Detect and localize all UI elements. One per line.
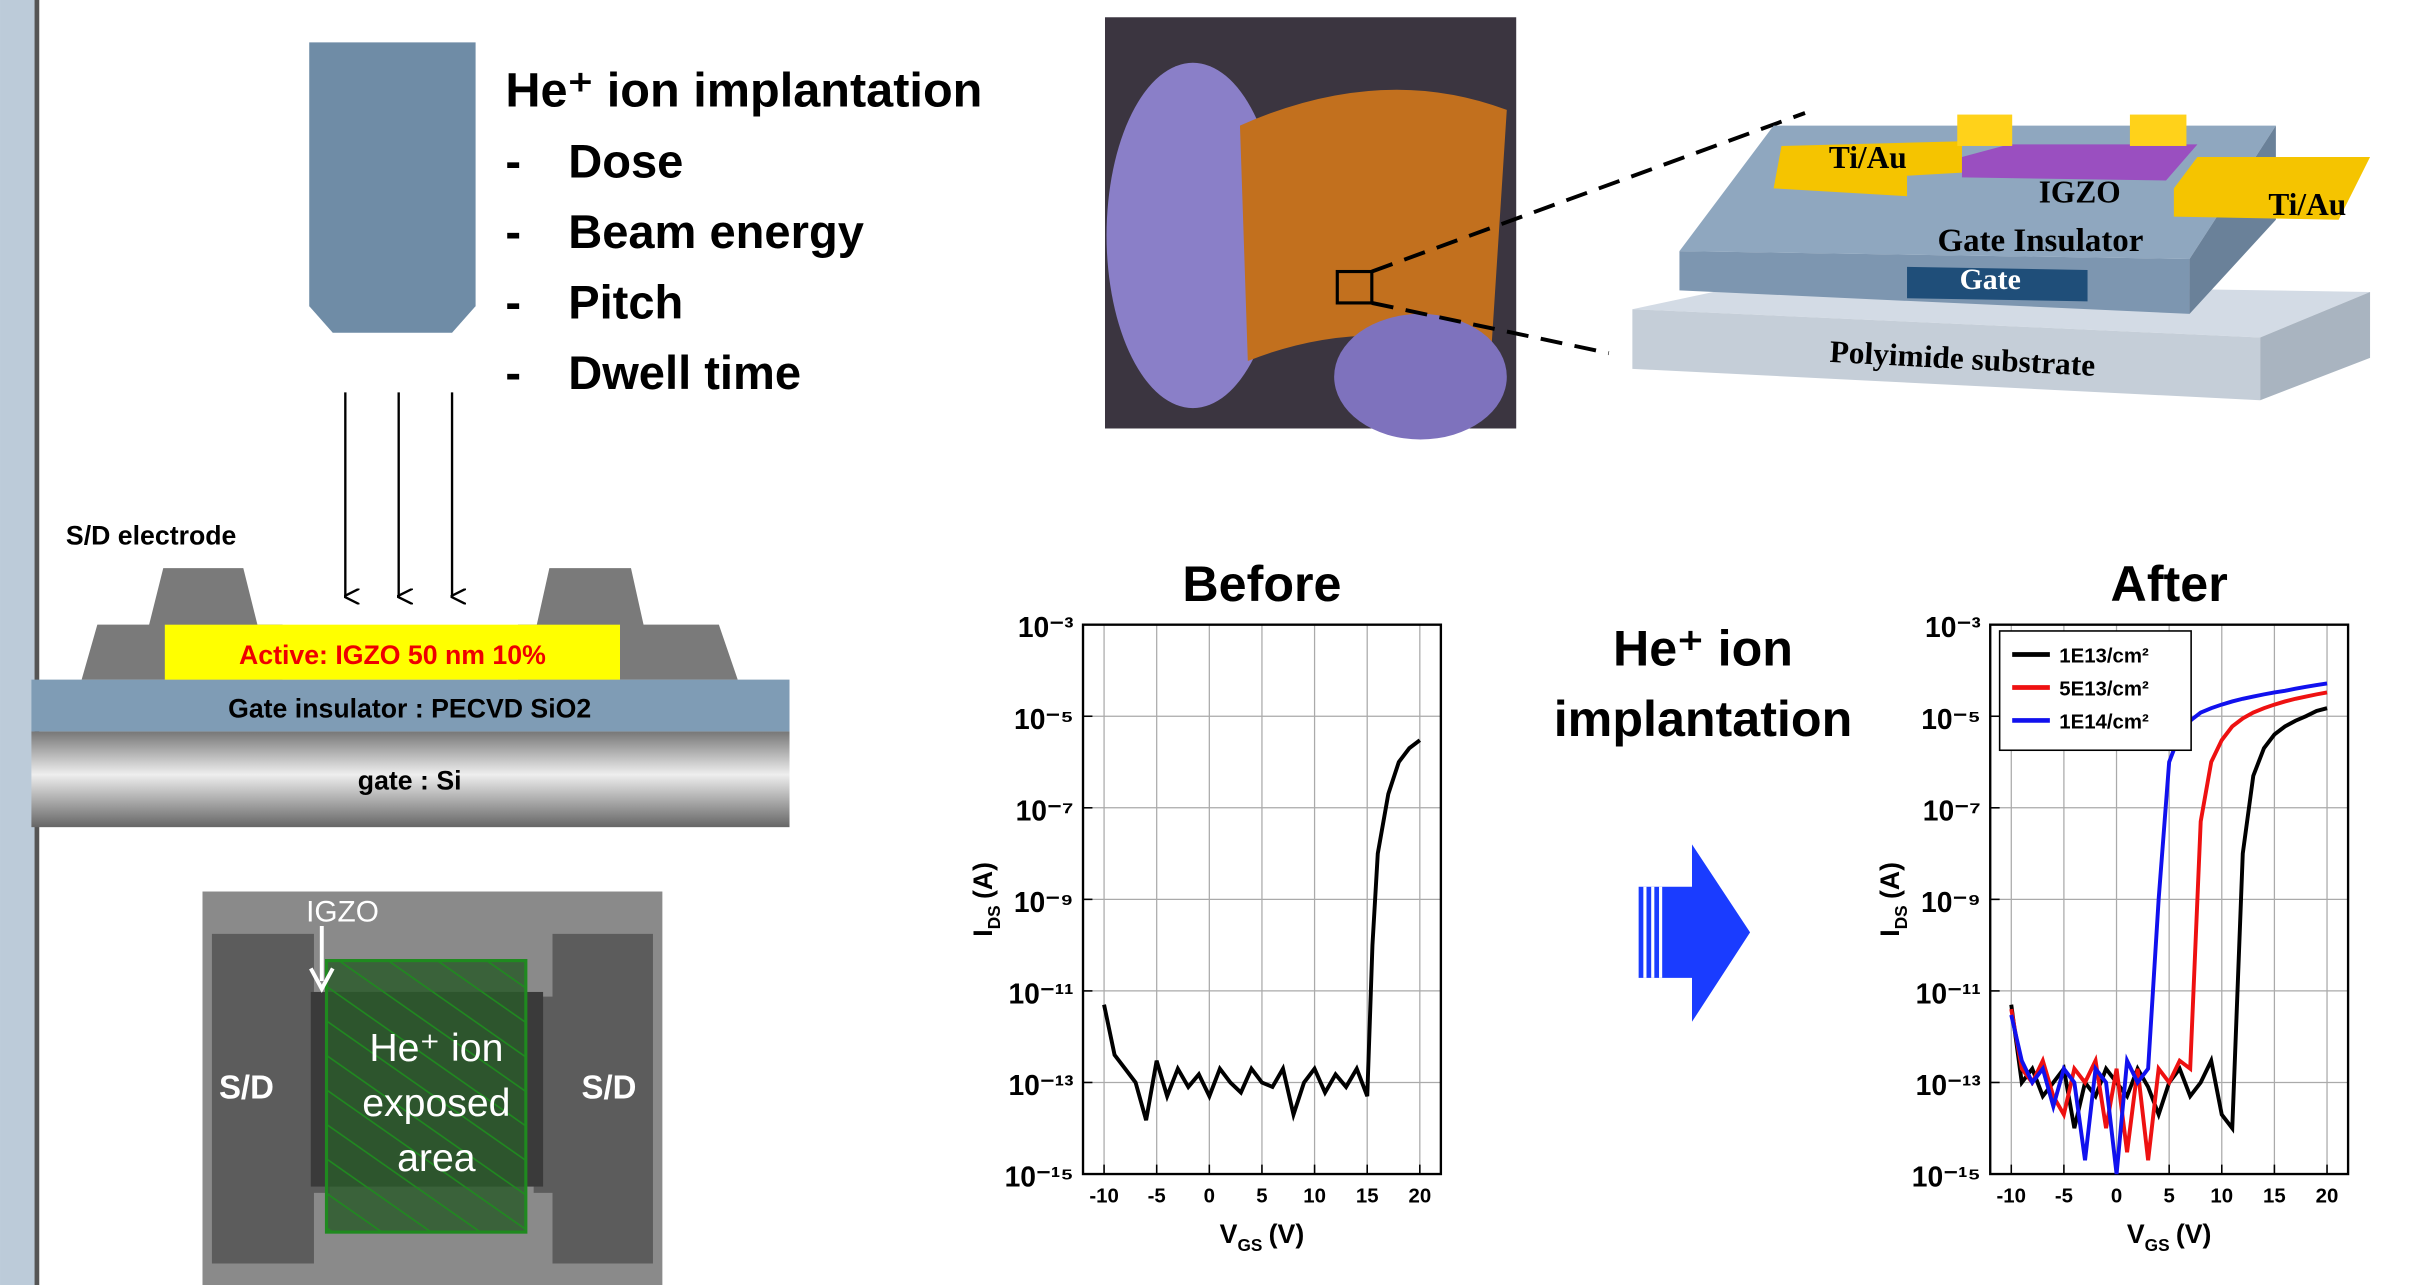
y-tick-label: 10⁻¹³: [1008, 1069, 1073, 1101]
chart-title: Before: [1182, 556, 1341, 612]
y-tick-label: 10⁻¹⁵: [1912, 1161, 1981, 1193]
arrow: [1639, 844, 1750, 1021]
legend-label: 1E13/cm²: [2059, 645, 2149, 667]
bullet: -: [505, 276, 521, 329]
y-tick-label: 10⁻⁷: [1923, 794, 1981, 826]
x-tick-label: -5: [2055, 1185, 2073, 1207]
slide: He⁺ ion implantation -Dose-Beam energy-P…: [0, 0, 2436, 1285]
axis-label-part: (A): [1875, 862, 1905, 899]
x-tick-label: -10: [1997, 1185, 2026, 1207]
side-line: [35, 0, 40, 1285]
label: IGZO: [2039, 174, 2121, 209]
list-item: Pitch: [568, 276, 683, 329]
legend-label: 1E14/cm²: [2059, 711, 2149, 733]
y-tick-label: 10⁻¹¹: [1008, 977, 1073, 1009]
bullet: -: [505, 205, 521, 258]
list-item: Dose: [568, 134, 683, 187]
x-tick-label: 15: [2263, 1185, 2286, 1207]
y-tick-label: 10⁻¹³: [1916, 1069, 1981, 1101]
label: S/D electrode: [66, 521, 236, 551]
x-tick-label: 0: [1204, 1185, 1215, 1207]
label: exposed: [362, 1081, 510, 1125]
y-tick-label: 10⁻³: [1925, 611, 1981, 643]
list-item: Beam energy: [568, 205, 864, 258]
x-tick-label: -5: [1148, 1185, 1166, 1207]
x-tick-label: 0: [2111, 1185, 2122, 1207]
axis-label-sub: GS: [2145, 1235, 2170, 1255]
list-item: Dwell time: [568, 346, 801, 399]
axis-label-sub: DS: [1891, 905, 1911, 929]
y-tick-label: 10⁻⁹: [1014, 886, 1074, 918]
label: He⁺ ion: [1613, 620, 1793, 676]
label: implantation: [1554, 691, 1853, 747]
x-tick-label: 15: [1356, 1185, 1379, 1207]
x-tick-label: 20: [1408, 1185, 1431, 1207]
bullet: -: [505, 346, 521, 399]
label: IGZO: [306, 895, 379, 928]
label: Ti/Au: [2268, 187, 2346, 222]
axis-label: IDS (A): [1875, 862, 1911, 937]
x-tick-label: 10: [1303, 1185, 1326, 1207]
page: He⁺ ion implantation -Dose-Beam energy-P…: [0, 0, 2436, 1285]
label: area: [397, 1136, 476, 1180]
y-tick-label: 10⁻⁹: [1921, 886, 1981, 918]
y-tick-label: 10⁻⁵: [1014, 703, 1074, 735]
glove: [1334, 314, 1507, 440]
axis-label-part: (A): [968, 862, 998, 899]
label: Active: IGZO 50 nm 10%: [239, 640, 546, 670]
parameter-list: -Dose-Beam energy-Pitch-Dwell time: [505, 134, 863, 399]
label: Ti/Au: [1829, 140, 1907, 175]
legend-label: 5E13/cm²: [2059, 678, 2149, 700]
y-tick-label: 10⁻⁷: [1016, 794, 1074, 826]
ion-arrows: [345, 392, 452, 596]
x-tick-label: 10: [2210, 1185, 2233, 1207]
y-tick-label: 10⁻⁵: [1921, 703, 1981, 735]
axis-label-part: V: [2127, 1219, 2145, 1249]
chart-title: After: [2111, 556, 2228, 612]
x-tick-label: 5: [2163, 1185, 2174, 1207]
ion-column: [309, 42, 475, 332]
x-tick-label: 5: [1256, 1185, 1267, 1207]
label: He⁺ ion: [369, 1026, 503, 1070]
label: S/D: [582, 1069, 637, 1106]
axis-label-part: I: [1875, 929, 1905, 936]
axis-label: IDS (A): [968, 862, 1004, 937]
axis-label: VGS (V): [1220, 1219, 1305, 1255]
axis-label: VGS (V): [2127, 1219, 2212, 1255]
label: Gate insulator : PECVD SiO2: [228, 693, 591, 723]
side-strip: [0, 0, 35, 1285]
x-tick-label: 20: [2316, 1185, 2339, 1207]
contact-pad: [2130, 115, 2187, 146]
contact-pad: [1957, 115, 2012, 146]
axis-label-part: (V): [1269, 1219, 1305, 1249]
film: [1240, 90, 1507, 361]
heading: He⁺ ion implantation: [505, 64, 982, 118]
axis-label-part: I: [968, 929, 998, 936]
axis-label-sub: GS: [1237, 1235, 1262, 1255]
y-tick-label: 10⁻¹⁵: [1005, 1161, 1074, 1193]
label: gate : Si: [358, 765, 462, 795]
y-tick-label: 10⁻¹¹: [1916, 977, 1981, 1009]
label: Gate: [1960, 263, 2021, 296]
label: Gate Insulator: [1937, 223, 2143, 259]
bullet: -: [505, 134, 521, 187]
axis-label-part: (V): [2176, 1219, 2212, 1249]
axis-label-part: V: [1220, 1219, 1238, 1249]
x-tick-label: -10: [1089, 1185, 1118, 1207]
axis-label-sub: DS: [984, 905, 1004, 929]
label: S/D: [219, 1069, 274, 1106]
y-tick-label: 10⁻³: [1018, 611, 1074, 643]
